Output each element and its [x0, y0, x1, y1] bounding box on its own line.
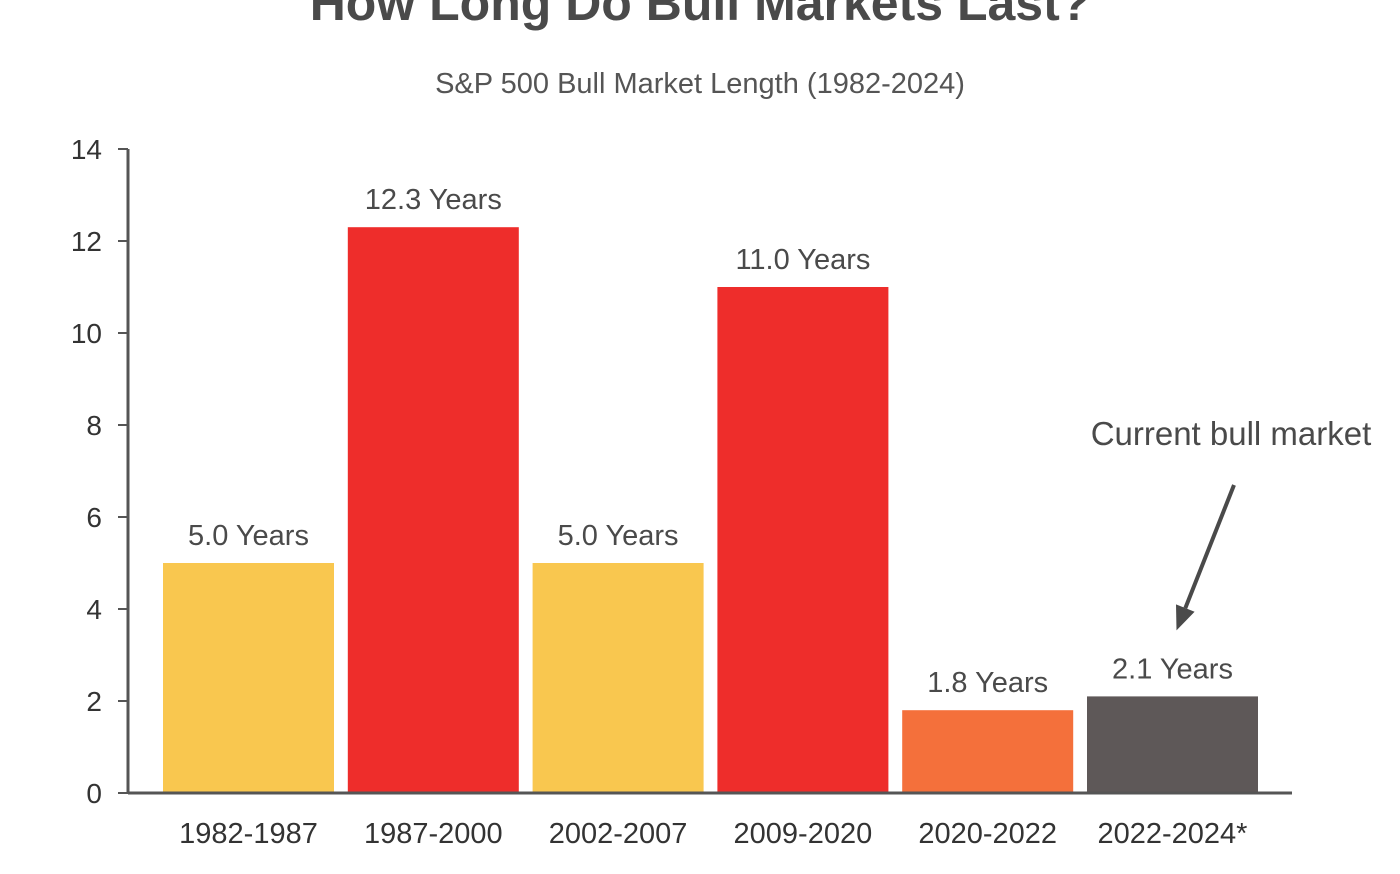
chart-title: How Long Do Bull Markets Last? — [310, 0, 1091, 31]
x-tick-label: 2022-2024* — [1098, 818, 1248, 850]
x-tick-label: 1987-2000 — [364, 818, 503, 850]
y-tick-label: 0 — [86, 778, 102, 809]
annotation-arrow — [1183, 484, 1236, 609]
x-tick-label: 1982-1987 — [179, 818, 318, 850]
x-tick-label: 2020-2022 — [918, 818, 1057, 850]
y-axis: 0 2 4 6 8 10 12 14 — [71, 134, 130, 809]
y-tick-label: 10 — [71, 318, 102, 349]
annotation: Current bull market — [1091, 415, 1372, 631]
x-axis: 1982-1987 1987-2000 2002-2007 2009-2020 2020… — [128, 791, 1292, 850]
bar — [532, 563, 704, 793]
bar — [717, 287, 889, 793]
data-label: 2.1 Years — [1112, 653, 1233, 685]
y-tick-label: 14 — [71, 134, 102, 165]
y-tick-label: 6 — [86, 502, 102, 533]
annotation-arrowhead — [1176, 604, 1195, 631]
data-label: 5.0 Years — [558, 520, 679, 552]
bar — [163, 563, 334, 793]
data-label: 1.8 Years — [927, 667, 1048, 699]
y-tick-label: 8 — [86, 410, 102, 441]
bars — [163, 227, 1258, 793]
data-label: 12.3 Years — [365, 184, 502, 216]
data-label: 11.0 Years — [735, 244, 870, 276]
data-label: 5.0 Years — [188, 520, 309, 552]
y-tick-label: 12 — [71, 226, 102, 257]
y-tick-label: 4 — [86, 594, 102, 625]
x-tick-label: 2009-2020 — [734, 818, 873, 850]
x-tick-label: 2002-2007 — [549, 818, 688, 850]
bar — [902, 710, 1074, 793]
data-labels: 5.0 Years 12.3 Years 5.0 Years 11.0 Years 1.… — [188, 184, 1233, 699]
chart-subtitle: S&P 500 Bull Market Length (1982-2024) — [435, 68, 965, 100]
annotation-text: Current bull market — [1091, 415, 1372, 452]
bar — [1087, 696, 1258, 793]
bar — [347, 227, 519, 793]
y-tick-label: 2 — [86, 686, 102, 717]
